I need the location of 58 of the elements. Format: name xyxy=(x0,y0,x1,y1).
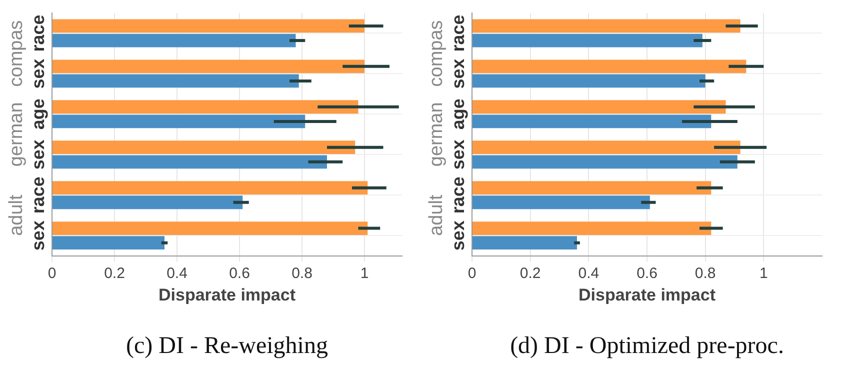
y-tick-label: age xyxy=(28,98,48,130)
text: german xyxy=(426,102,448,167)
text: adult xyxy=(426,194,448,236)
x-tick-label: 0.6 xyxy=(636,264,658,282)
bar xyxy=(52,181,368,195)
bar xyxy=(472,140,740,154)
bar xyxy=(472,114,712,128)
y-tick-label: race xyxy=(448,14,468,52)
x-tick-label: 1 xyxy=(759,264,768,282)
bar xyxy=(52,236,164,250)
x-tick-label: 0.2 xyxy=(520,264,541,282)
bar xyxy=(52,222,368,235)
bar xyxy=(52,100,358,114)
x-tick-label: 0.8 xyxy=(694,264,716,282)
x-tick-label: 0.6 xyxy=(229,264,250,282)
y-tick-label: sex xyxy=(448,58,468,89)
text: (d) DI - Optimized pre-proc. xyxy=(510,332,784,359)
bar xyxy=(52,140,356,154)
x-tick-label: 0 xyxy=(468,264,476,282)
bar xyxy=(52,114,306,128)
y-tick-label: age xyxy=(448,98,468,130)
bar xyxy=(472,196,650,210)
x-axis-title: Disparate impact xyxy=(578,286,716,305)
bar xyxy=(472,19,740,33)
bar xyxy=(472,34,702,48)
text: compas xyxy=(6,20,28,87)
bar xyxy=(472,222,712,235)
text: adult xyxy=(6,194,28,236)
bar xyxy=(472,60,746,74)
y-tick-label: sex xyxy=(448,140,468,170)
y-tick-label: race xyxy=(28,176,48,214)
bar xyxy=(472,236,577,250)
x-tick-label: 0 xyxy=(48,264,56,282)
y-tick-label: race xyxy=(28,14,48,52)
bar xyxy=(52,19,364,33)
y-tick-label: race xyxy=(448,176,468,214)
x-tick-label: 0.2 xyxy=(104,264,125,282)
bar xyxy=(52,34,296,48)
bar xyxy=(52,74,299,88)
x-axis-title: Disparate impact xyxy=(158,286,296,305)
bar xyxy=(52,155,327,169)
text: (c) DI - Re-weighing xyxy=(126,332,328,359)
y-tick-label: sex xyxy=(448,220,468,251)
bar xyxy=(52,196,243,210)
x-tick-label: 0.4 xyxy=(578,264,600,282)
y-tick-label: sex xyxy=(28,220,48,251)
text: compas xyxy=(426,20,448,87)
x-tick-label: 1 xyxy=(360,264,369,282)
text: german xyxy=(6,102,28,167)
bar xyxy=(472,155,738,169)
bar xyxy=(472,100,726,114)
y-tick-label: sex xyxy=(28,58,48,89)
x-tick-label: 0.8 xyxy=(292,264,312,282)
x-tick-label: 0.4 xyxy=(166,264,188,282)
y-tick-label: sex xyxy=(28,140,48,170)
bar xyxy=(52,60,364,74)
bar xyxy=(472,74,706,88)
bar xyxy=(472,181,712,195)
